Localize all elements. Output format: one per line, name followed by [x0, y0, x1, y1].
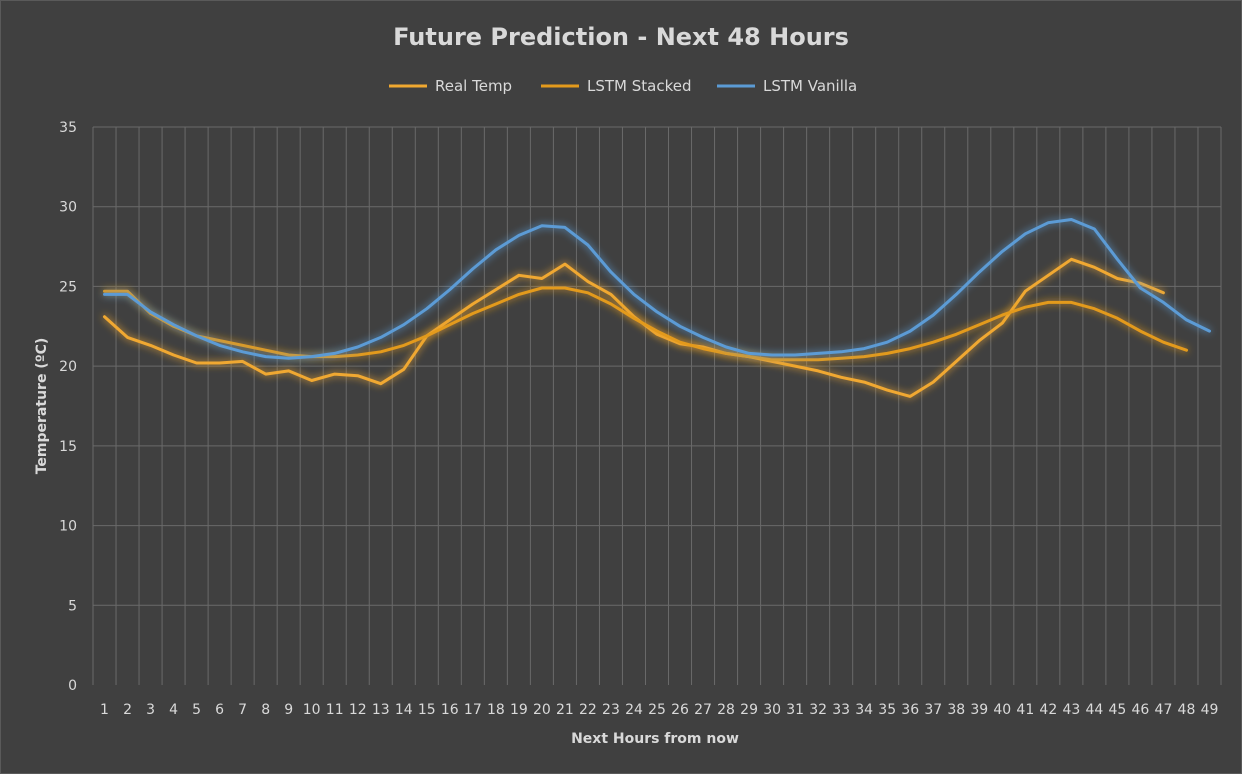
x-tick-label: 23 [602, 702, 620, 718]
x-tick-label: 28 [717, 702, 735, 718]
x-tick-label: 6 [215, 702, 224, 718]
x-tick-label: 10 [303, 702, 321, 718]
x-tick-label: 45 [1108, 702, 1126, 718]
series-line-lstm-vanilla [103, 218, 1211, 360]
x-tick-label: 9 [284, 702, 293, 718]
x-tick-label: 38 [947, 702, 965, 718]
x-tick-label: 19 [510, 702, 528, 718]
x-tick-label: 22 [579, 702, 597, 718]
y-tick-label: 25 [59, 279, 77, 295]
x-tick-label: 39 [970, 702, 988, 718]
x-tick-label: 37 [924, 702, 942, 718]
x-tick-label: 41 [1016, 702, 1034, 718]
x-tick-label: 14 [395, 702, 413, 718]
x-tick-label: 15 [418, 702, 436, 718]
x-tick-label: 49 [1201, 702, 1219, 718]
x-tick-label: 29 [740, 702, 758, 718]
x-tick-label: 32 [809, 702, 827, 718]
x-tick-label: 35 [878, 702, 896, 718]
y-tick-label: 30 [59, 200, 77, 216]
x-tick-label: 4 [169, 702, 178, 718]
x-tick-label: 11 [326, 702, 344, 718]
legend: Real Temp LSTM Stacked LSTM Vanilla [389, 77, 857, 95]
legend-label-lstm-vanilla: LSTM Vanilla [763, 77, 857, 95]
chart-title: Future Prediction - Next 48 Hours [393, 23, 849, 51]
x-tick-label: 21 [556, 702, 574, 718]
x-tick-label: 1 [100, 702, 109, 718]
x-tick-label: 48 [1178, 702, 1196, 718]
legend-label-lstm-stacked: LSTM Stacked [587, 77, 692, 95]
grid [92, 126, 1222, 685]
x-tick-label: 2 [123, 702, 132, 718]
x-tick-label: 8 [261, 702, 270, 718]
y-tick-label: 20 [59, 359, 77, 375]
x-tick-label: 13 [372, 702, 390, 718]
x-tick-label: 42 [1039, 702, 1057, 718]
x-tick-label: 24 [625, 702, 643, 718]
x-tick-label: 33 [832, 702, 850, 718]
x-tick-label: 20 [533, 702, 551, 718]
x-axis-ticks: 1 2 3 4 5 6 7 8 9 10 11 12 13 14 15 16 17 18 19 20 21 22 23 24 2… [100, 702, 1218, 718]
x-tick-label: 47 [1155, 702, 1173, 718]
series-line-lstm-stacked [103, 286, 1188, 362]
y-tick-label: 35 [59, 120, 77, 136]
x-tick-label: 27 [694, 702, 712, 718]
y-tick-label: 0 [68, 678, 77, 694]
y-tick-label: 5 [68, 598, 77, 614]
y-axis-ticks: 0 5 10 15 20 25 30 35 [59, 120, 77, 694]
series-line-real-temp [103, 257, 1165, 398]
legend-label-real-temp: Real Temp [435, 77, 512, 95]
series-lines [103, 218, 1211, 398]
x-tick-label: 7 [238, 702, 247, 718]
x-tick-label: 12 [349, 702, 367, 718]
x-tick-label: 36 [901, 702, 919, 718]
x-axis-title: Next Hours from now [571, 731, 739, 747]
x-tick-label: 31 [786, 702, 804, 718]
y-tick-label: 10 [59, 519, 77, 535]
x-tick-label: 25 [648, 702, 666, 718]
x-tick-label: 30 [763, 702, 781, 718]
x-tick-label: 16 [441, 702, 459, 718]
x-tick-label: 40 [993, 702, 1011, 718]
y-tick-label: 15 [59, 439, 77, 455]
x-tick-label: 34 [855, 702, 873, 718]
x-tick-label: 18 [487, 702, 505, 718]
x-tick-label: 3 [146, 702, 155, 718]
y-axis-title: Temperature (ºC) [34, 338, 50, 475]
x-tick-label: 5 [192, 702, 201, 718]
x-tick-label: 17 [464, 702, 482, 718]
x-tick-label: 43 [1062, 702, 1080, 718]
x-tick-label: 46 [1132, 702, 1150, 718]
x-tick-label: 26 [671, 702, 689, 718]
x-tick-label: 44 [1085, 702, 1103, 718]
